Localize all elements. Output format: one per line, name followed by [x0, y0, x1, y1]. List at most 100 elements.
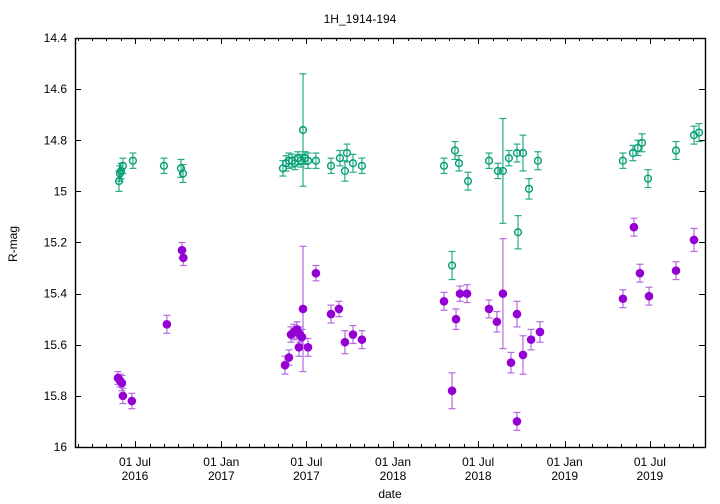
data-point-green-open-circles	[633, 143, 642, 153]
data-point-purple-filled-circles	[348, 330, 358, 339]
data-point-purple-filled-circles	[179, 253, 188, 263]
chart-title: 1H_1914-194	[323, 12, 397, 26]
data-point-purple-filled-circles	[340, 337, 350, 347]
y-tick-label: 15.8	[44, 389, 68, 403]
data-point-green-open-circles	[671, 146, 681, 155]
data-point-green-open-circles	[159, 161, 169, 170]
x-tick-label: 01 Jul	[634, 455, 666, 469]
data-point-green-open-circles	[176, 164, 186, 173]
data-point-purple-filled-circles	[462, 289, 472, 298]
x-tick-label: 01 Jul	[119, 455, 151, 469]
data-point-green-open-circles	[694, 128, 704, 137]
y-tick-label: 15	[54, 184, 68, 198]
data-point-green-open-circles	[637, 138, 647, 147]
data-point-purple-filled-circles	[117, 378, 127, 388]
x-tick-label: 2017	[208, 469, 235, 483]
data-point-green-open-circles	[326, 161, 336, 170]
data-point-purple-filled-circles	[451, 314, 461, 324]
data-point-purple-filled-circles	[484, 304, 494, 314]
data-point-purple-filled-circles	[298, 304, 308, 314]
data-point-purple-filled-circles	[177, 245, 187, 255]
data-point-green-open-circles	[493, 166, 503, 176]
data-point-purple-filled-circles	[118, 391, 128, 401]
data-point-purple-filled-circles	[618, 294, 628, 304]
data-point-purple-filled-circles	[644, 291, 654, 301]
data-point-green-open-circles	[342, 148, 352, 158]
data-point-purple-filled-circles	[506, 358, 516, 367]
data-point-purple-filled-circles	[535, 327, 545, 337]
data-point-green-open-circles	[513, 228, 523, 237]
data-point-purple-filled-circles	[526, 335, 536, 344]
data-point-green-open-circles	[447, 261, 457, 270]
data-point-green-open-circles	[463, 177, 473, 186]
data-point-green-open-circles	[128, 156, 137, 165]
data-point-green-open-circles	[512, 148, 522, 158]
data-point-green-open-circles	[178, 169, 188, 178]
data-point-green-open-circles	[484, 156, 494, 165]
data-point-purple-filled-circles	[498, 289, 508, 298]
data-point-green-open-circles	[439, 161, 449, 170]
data-point-green-open-circles	[357, 161, 367, 170]
data-point-green-open-circles	[303, 156, 313, 165]
y-tick-label: 15.4	[44, 287, 68, 301]
x-tick-label: 01 Jul	[462, 455, 494, 469]
data-point-purple-filled-circles	[635, 268, 645, 278]
y-tick-label: 14.4	[44, 31, 68, 45]
y-tick-label: 14.6	[44, 82, 68, 96]
x-tick-label: 2019	[637, 469, 664, 483]
data-point-green-open-circles	[340, 166, 350, 176]
data-point-purple-filled-circles	[294, 343, 304, 352]
data-point-green-open-circles	[335, 154, 345, 163]
data-point-purple-filled-circles	[671, 266, 681, 275]
data-point-green-open-circles	[498, 166, 507, 176]
x-tick-label: 2017	[293, 469, 320, 483]
data-point-purple-filled-circles	[455, 289, 465, 298]
data-point-purple-filled-circles	[127, 396, 137, 406]
data-point-purple-filled-circles	[311, 268, 321, 278]
y-tick-label: 16	[54, 440, 68, 454]
data-point-green-open-circles	[504, 154, 514, 163]
data-point-green-open-circles	[348, 159, 358, 168]
x-tick-label: 2018	[465, 469, 492, 483]
data-point-purple-filled-circles	[447, 386, 457, 396]
data-point-purple-filled-circles	[357, 335, 367, 344]
data-point-green-open-circles	[643, 174, 653, 183]
data-point-green-open-circles	[116, 166, 126, 176]
data-point-purple-filled-circles	[280, 360, 290, 370]
data-point-green-open-circles	[533, 156, 543, 165]
data-point-green-open-circles	[628, 148, 637, 158]
data-point-purple-filled-circles	[518, 350, 528, 360]
data-point-purple-filled-circles	[492, 317, 502, 327]
x-tick-label: 01 Jan	[375, 455, 411, 469]
data-point-purple-filled-circles	[162, 320, 172, 329]
y-tick-label: 14.8	[44, 133, 68, 147]
data-point-purple-filled-circles	[439, 296, 449, 306]
data-point-purple-filled-circles	[334, 304, 344, 314]
data-point-purple-filled-circles	[629, 222, 639, 232]
x-axis-label: date	[378, 487, 402, 501]
data-point-purple-filled-circles	[512, 417, 522, 426]
data-point-green-open-circles	[118, 161, 128, 170]
data-point-green-open-circles	[518, 148, 528, 158]
x-tick-label: 2018	[380, 469, 407, 483]
x-tick-label: 01 Jan	[203, 455, 239, 469]
data-point-green-open-circles	[311, 156, 321, 165]
data-point-purple-filled-circles	[689, 235, 699, 245]
data-point-green-open-circles	[618, 156, 628, 165]
data-point-green-open-circles	[114, 177, 124, 186]
data-point-purple-filled-circles	[284, 353, 294, 362]
x-tick-label: 2019	[551, 469, 578, 483]
data-point-purple-filled-circles	[303, 343, 313, 352]
y-tick-label: 15.2	[44, 236, 68, 250]
data-point-green-open-circles	[454, 159, 464, 168]
data-point-purple-filled-circles	[297, 332, 307, 342]
data-point-green-open-circles	[450, 146, 460, 155]
y-tick-label: 15.6	[44, 338, 68, 352]
x-tick-label: 01 Jan	[547, 455, 583, 469]
data-point-purple-filled-circles	[512, 309, 522, 319]
data-point-green-open-circles	[524, 184, 534, 193]
data-point-purple-filled-circles	[326, 309, 336, 319]
x-tick-label: 01 Jul	[290, 455, 322, 469]
